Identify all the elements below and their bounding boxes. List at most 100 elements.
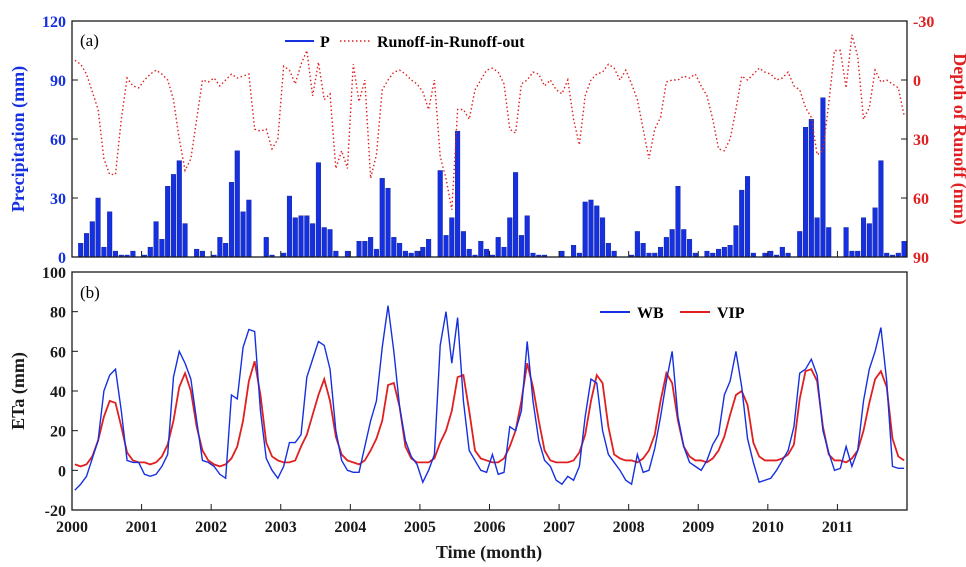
precip-bar [315, 162, 321, 258]
precip-bar [843, 227, 849, 258]
precip-bar [310, 223, 316, 258]
precip-bar [716, 248, 722, 258]
precip-bar [449, 217, 455, 258]
time-tick-label: 2000 [56, 519, 88, 536]
precip-bar [344, 250, 350, 258]
precip-bar [362, 241, 368, 258]
precip-bar [286, 195, 292, 258]
legend-vip-label: VIP [717, 305, 745, 322]
precip-bar [658, 246, 664, 258]
precip-bar [814, 217, 820, 258]
legend-p-label: P [320, 34, 330, 51]
runoff-tick-label: 90 [913, 250, 929, 267]
time-tick-label: 2008 [613, 519, 645, 536]
time-tick-label: 2009 [682, 519, 714, 536]
panel-a-frame [71, 20, 908, 258]
precip-bar [368, 237, 374, 258]
precip-bar [414, 250, 420, 258]
precip-bar [176, 160, 182, 258]
precip-bar [217, 237, 223, 258]
precip-bar [681, 229, 687, 258]
legend-wb-label: WB [637, 305, 664, 322]
precip-bar [153, 221, 159, 258]
precip-bar [745, 176, 751, 258]
precip-bar [455, 130, 461, 258]
precip-bar [820, 97, 826, 258]
precip-bar [443, 235, 449, 258]
precip-tick-label: 30 [50, 191, 66, 208]
precip-bar [95, 197, 101, 258]
precip-bar [194, 248, 200, 258]
precip-bar [797, 231, 803, 258]
precip-bar [588, 199, 594, 258]
precip-bar [170, 174, 177, 258]
precip-bar [101, 246, 107, 258]
precip-bar [246, 199, 252, 258]
precip-bar [397, 243, 403, 258]
precip-bar [304, 215, 310, 258]
precip-bar [385, 187, 391, 258]
precip-bar [420, 246, 426, 258]
precip-bar [391, 237, 397, 258]
precip-bar [495, 237, 501, 258]
eta-axis-ticks: -20 0 20 40 60 80 100 [42, 265, 78, 520]
precip-bar [507, 217, 513, 258]
precip-bar [855, 250, 861, 258]
precip-bar [182, 223, 188, 258]
precip-bar [478, 241, 484, 258]
precip-bar [733, 225, 739, 258]
runoff-tick-label: 0 [913, 73, 921, 90]
precip-bar [826, 227, 832, 258]
precip-bar [768, 250, 774, 258]
vip-line [74, 360, 905, 468]
precip-bar [878, 160, 884, 258]
eta-axis-title: ETa (mm) [8, 352, 29, 430]
precip-bar [808, 119, 814, 258]
precip-bar [663, 237, 669, 258]
panel-b-legend: WB VIP [600, 305, 745, 322]
precip-bar [466, 248, 472, 258]
precip-bar [292, 217, 298, 258]
precip-bar [721, 246, 727, 258]
precip-bar [739, 189, 745, 258]
eta-tick-label: 100 [42, 265, 66, 282]
precip-bar [675, 185, 681, 258]
panel-a-x-ticks [71, 251, 908, 257]
precip-bar [199, 250, 205, 258]
precip-bar [373, 248, 379, 258]
time-tick-label: 2011 [822, 519, 853, 536]
panel-b-eta: -20 0 20 40 60 80 100 2000 2001 2002 2003 2004 2005… [8, 265, 908, 563]
eta-tick-label: -20 [45, 503, 66, 520]
time-axis-title: Time (month) [436, 542, 542, 563]
precip-bar [228, 182, 234, 258]
time-tick-label: 2001 [126, 519, 158, 536]
precip-bar [634, 231, 640, 258]
precip-bar [484, 248, 490, 258]
precip-bar [640, 243, 646, 258]
eta-tick-label: 80 [50, 305, 66, 322]
precip-bar [223, 243, 229, 258]
precip-bar [356, 241, 362, 258]
precip-axis-title: Precipitation (mm) [8, 66, 29, 212]
time-tick-label: 2005 [404, 519, 436, 536]
precip-bar [524, 215, 530, 258]
precip-bar [159, 239, 165, 258]
precip-bar [130, 250, 136, 258]
precip-bar [83, 233, 90, 258]
precip-bar [460, 231, 466, 258]
precip-bar [803, 126, 809, 258]
precip-bar [78, 243, 84, 258]
precip-bar [669, 229, 675, 258]
precip-bar [240, 211, 246, 258]
precip-bar [501, 246, 507, 258]
time-axis-ticks: 2000 2001 2002 2003 2004 2005 2006 2007 2008 2009… [56, 504, 853, 536]
precip-bar [872, 207, 878, 258]
precip-axis-ticks: 0 30 60 90 120 [42, 14, 78, 267]
precip-bar [107, 211, 113, 258]
time-tick-label: 2010 [752, 519, 784, 536]
precip-bar [727, 244, 733, 258]
precip-bar [849, 250, 855, 258]
precip-bar [582, 201, 588, 258]
precip-bar [518, 235, 524, 258]
precip-bar [779, 246, 785, 258]
